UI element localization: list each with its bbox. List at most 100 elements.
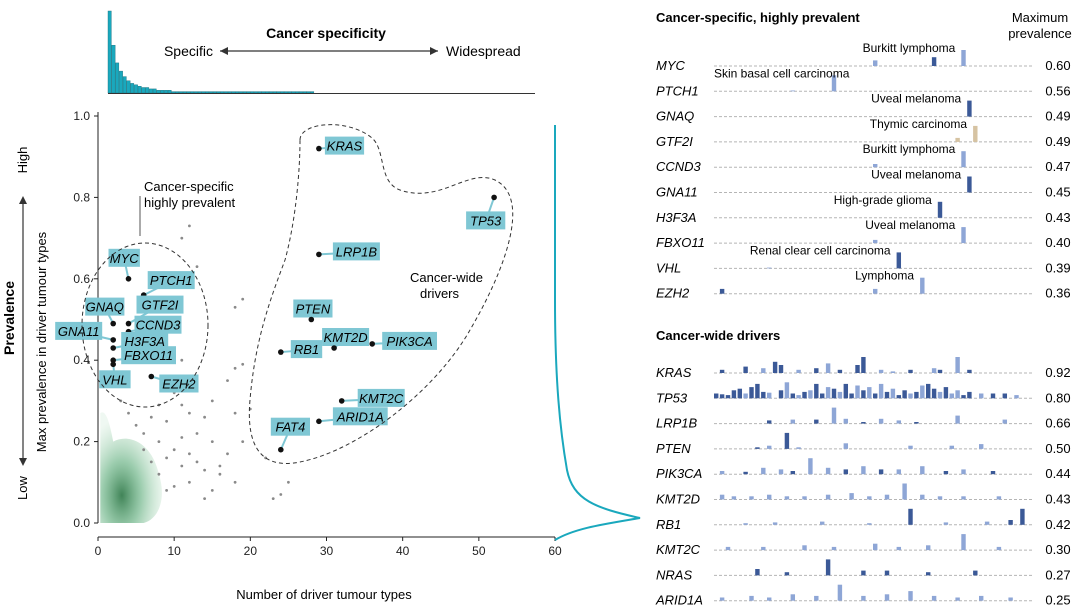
background-point xyxy=(233,411,237,415)
background-point xyxy=(157,440,161,443)
scatter-plot: 0 10 20 30 40 50 60 0.0 0.2 0.4 0.6 0.8 1.0 KRAS TP53 L… xyxy=(55,109,641,558)
row-gene-name: GNA11 xyxy=(656,185,698,200)
background-point xyxy=(180,464,184,468)
row-value: 0.45 xyxy=(1045,185,1070,200)
row-bar xyxy=(961,50,966,66)
gene-label: H3F3A xyxy=(124,334,164,349)
gene-label: EZH2 xyxy=(162,377,196,392)
background-point xyxy=(165,419,169,423)
gene-label-box xyxy=(108,248,140,267)
histogram-bar xyxy=(284,91,288,94)
row-bar xyxy=(967,391,972,399)
histogram-bar xyxy=(186,91,191,94)
row-bar xyxy=(719,369,725,373)
row-bar xyxy=(831,407,837,424)
row-annotation: Uveal melanoma xyxy=(871,92,961,106)
row-annotation: Thymic carcinoma xyxy=(870,117,968,131)
row-bar xyxy=(737,388,743,399)
row-value: 0.60 xyxy=(1045,58,1070,73)
x-tick-label: 20 xyxy=(244,544,258,558)
histogram-bar xyxy=(265,91,270,94)
histogram-bar xyxy=(111,45,116,94)
row-bar xyxy=(796,395,801,399)
background-point xyxy=(157,472,161,476)
row-bar xyxy=(961,469,966,475)
row-gene-name: LRP1B xyxy=(656,416,698,431)
row-bar xyxy=(920,466,925,475)
histogram-bar xyxy=(145,87,150,94)
row-bar xyxy=(955,390,960,399)
row-bar xyxy=(790,471,796,475)
gene-point xyxy=(316,251,322,258)
row-bar xyxy=(937,391,943,399)
row-bar xyxy=(890,371,896,373)
row-bar xyxy=(843,418,849,424)
row-bar xyxy=(873,164,878,168)
row-bar xyxy=(772,522,778,525)
gene-label: GTF2I xyxy=(142,298,179,313)
row-bar xyxy=(943,387,949,399)
histogram-bar xyxy=(295,91,300,94)
row-bar xyxy=(837,369,843,373)
row-bar xyxy=(937,496,943,500)
row-bar xyxy=(1002,393,1008,399)
row-value: 0.80 xyxy=(1045,390,1070,405)
row-bar xyxy=(961,496,966,500)
cancer-specific-group-line2: highly prevalent xyxy=(144,195,235,210)
gene-label-box xyxy=(332,407,388,426)
row-bar xyxy=(878,383,884,399)
row-bar xyxy=(831,75,837,92)
row-bar xyxy=(955,357,960,373)
row-bar xyxy=(855,385,860,399)
row-bar xyxy=(873,288,878,294)
row-bar xyxy=(943,522,949,525)
cancer-wide-cluster-outline xyxy=(248,124,514,464)
row-bar xyxy=(796,447,801,449)
background-point xyxy=(241,362,245,366)
row-bar xyxy=(896,420,902,424)
row-annotation: Uveal melanoma xyxy=(871,168,961,182)
row-bar xyxy=(784,496,790,500)
row-value: 0.30 xyxy=(1045,542,1070,557)
cancer-wide-group-line1: Cancer-wide xyxy=(410,270,483,285)
gene-label-box xyxy=(55,321,103,340)
row-bar xyxy=(843,383,849,399)
row-bar xyxy=(725,546,731,551)
gene-label-box xyxy=(290,340,323,359)
background-point xyxy=(203,415,207,419)
row-bar xyxy=(767,420,772,424)
gene-label: PIK3CA xyxy=(386,334,432,349)
row-bar xyxy=(719,394,725,399)
row-bar xyxy=(990,471,996,475)
row-bar xyxy=(990,393,996,399)
row-gene-name: EZH2 xyxy=(656,286,690,301)
row-bar xyxy=(719,471,725,475)
row-bar xyxy=(790,419,796,424)
row-value: 0.49 xyxy=(1045,134,1070,149)
row-bar xyxy=(825,467,831,475)
histogram-bar xyxy=(246,91,251,94)
gene-point xyxy=(148,373,155,380)
gene-label: RB1 xyxy=(294,342,319,357)
row-annotation: High-grade glioma xyxy=(834,193,932,207)
histogram-bar xyxy=(302,91,307,94)
top-histogram xyxy=(107,10,535,94)
background-point xyxy=(218,472,222,476)
histogram-bar xyxy=(205,91,210,94)
row-value: 0.43 xyxy=(1045,210,1070,225)
histogram-bar xyxy=(126,80,131,94)
gene-label: FAT4 xyxy=(275,420,305,435)
row-value: 0.27 xyxy=(1045,567,1070,582)
row-bar xyxy=(896,469,902,475)
x-tick-label: 30 xyxy=(320,544,334,558)
gene-label: FBXO11 xyxy=(124,348,173,363)
row-bar xyxy=(790,393,796,399)
row-value: 0.40 xyxy=(1045,235,1070,250)
row-annotation: Burkitt lymphoma xyxy=(863,142,956,156)
background-point xyxy=(188,452,191,456)
row-bar xyxy=(802,545,807,551)
row-bar xyxy=(878,369,884,373)
row-bar xyxy=(902,390,907,399)
row-bar xyxy=(802,496,807,500)
background-point xyxy=(188,224,191,228)
